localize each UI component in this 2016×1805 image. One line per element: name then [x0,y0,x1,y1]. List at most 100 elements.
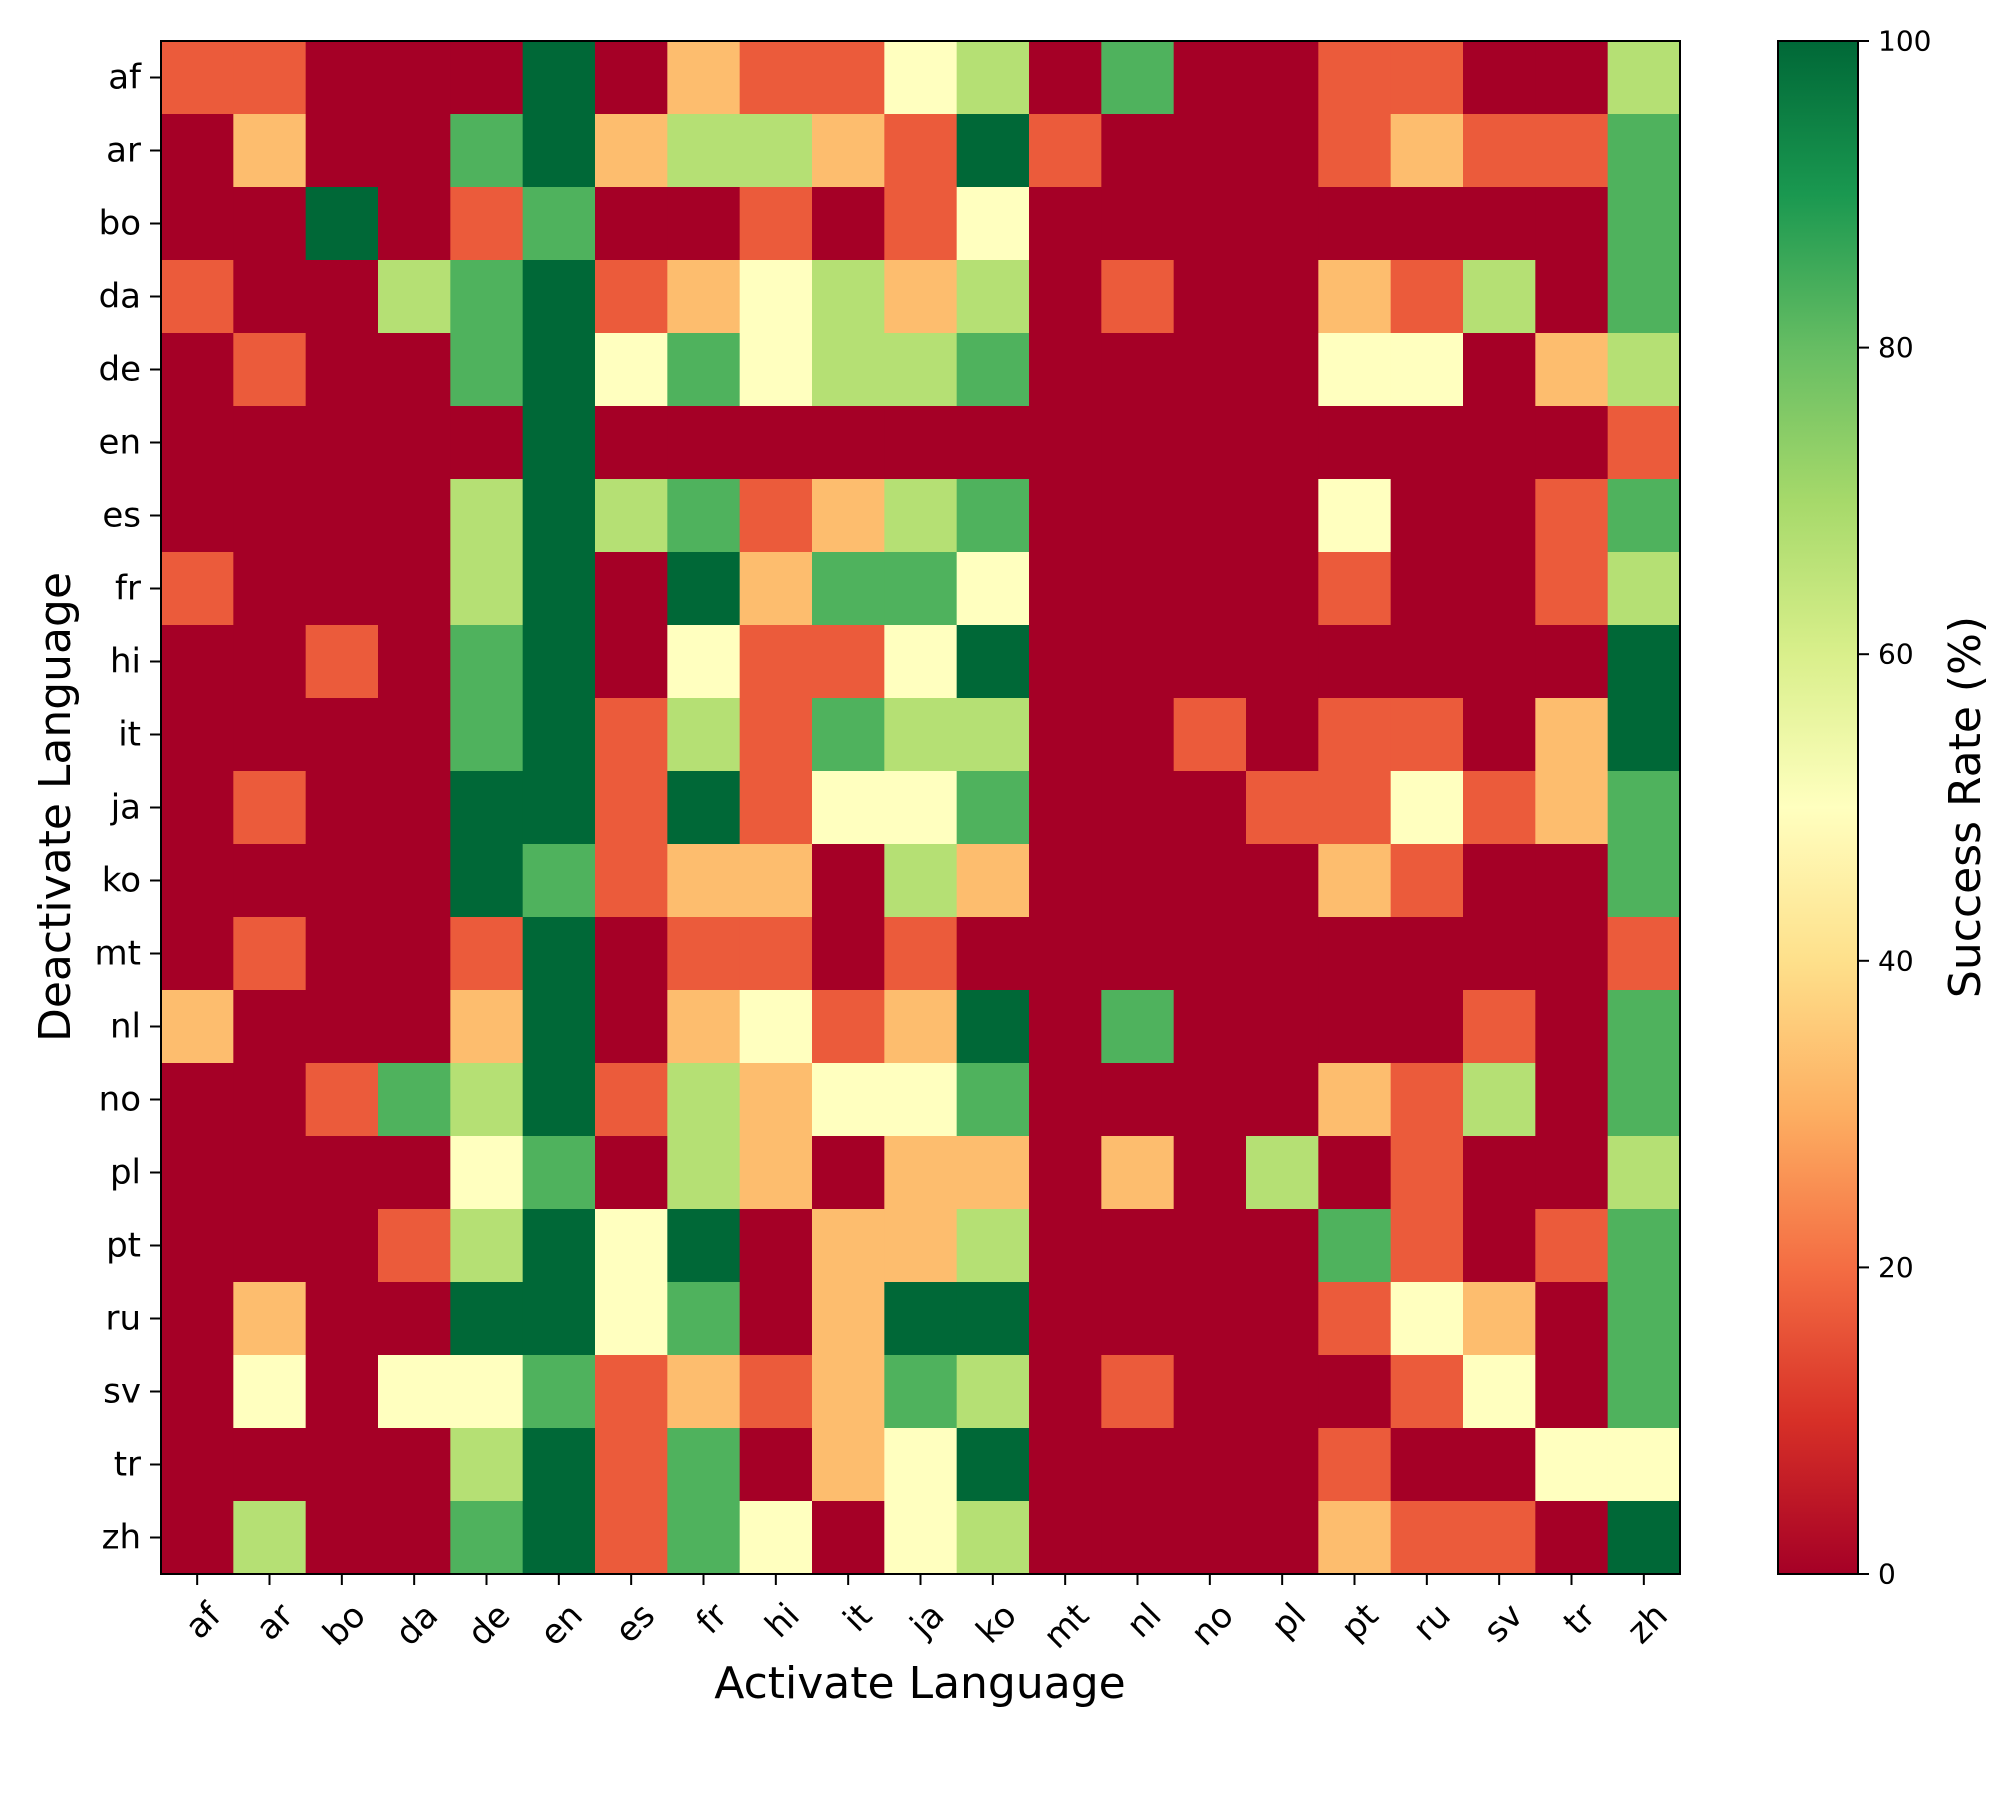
cell-ru-no [1173,1282,1247,1356]
cell-ko-hi [739,844,813,918]
cell-pt-da [378,1209,451,1283]
cell-sv-nl [1101,1355,1175,1429]
cell-pt-it [812,1209,885,1283]
cell-af-es [595,41,668,115]
cell-ru-mt [1029,1282,1102,1356]
cell-en-ar [233,406,307,480]
cell-no-hi [739,1063,813,1137]
cell-bo-nl [1101,187,1175,261]
cell-pl-tr [1535,1136,1609,1210]
cell-af-en [522,41,596,115]
cell-nl-ru [1390,990,1464,1064]
cell-es-ru [1390,479,1464,553]
cell-bo-ja [884,187,958,261]
cell-it-fr [667,698,741,772]
cell-af-sv [1463,41,1536,115]
cell-nl-mt [1029,990,1102,1064]
cell-de-de [450,333,524,407]
cell-ru-de [450,1282,524,1356]
cell-es-es [595,479,668,553]
cell-en-pl [1246,406,1319,480]
cell-hi-es [595,625,668,699]
y-tick-label-ja: ja [110,788,141,828]
cell-ja-zh [1607,771,1681,845]
cell-no-nl [1101,1063,1175,1137]
cell-ja-bo [305,771,379,845]
cell-it-zh [1607,698,1681,772]
cell-en-nl [1101,406,1175,480]
colorbar-tick-label-100: 100 [1878,25,1931,58]
cell-en-es [595,406,668,480]
cell-no-zh [1607,1063,1681,1137]
cell-ja-af [161,771,234,845]
cell-fr-ru [1390,552,1464,626]
cell-ar-hi [739,114,813,188]
cell-zh-ar [233,1501,307,1575]
cell-en-mt [1029,406,1102,480]
cell-tr-tr [1535,1428,1609,1502]
y-tick-label-ko: ko [102,861,141,901]
x-tick-label-sv: sv [1476,1596,1531,1651]
cell-de-bo [305,333,379,407]
cell-bo-sv [1463,187,1536,261]
cell-pt-ar [233,1209,307,1283]
x-tick-label-ar: ar [248,1596,301,1649]
cell-nl-ar [233,990,307,1064]
cell-ar-it [812,114,885,188]
cell-tr-mt [1029,1428,1102,1502]
cell-sv-zh [1607,1355,1681,1429]
cell-ja-pl [1246,771,1319,845]
cell-ar-ja [884,114,958,188]
cell-fr-pl [1246,552,1319,626]
cell-ja-pt [1318,771,1392,845]
cell-ko-ko [956,844,1030,918]
cell-hi-ar [233,625,307,699]
cell-da-zh [1607,260,1681,334]
cell-da-no [1173,260,1247,334]
cell-es-fr [667,479,741,553]
cell-hi-nl [1101,625,1175,699]
cell-es-no [1173,479,1247,553]
cell-mt-ja [884,917,958,991]
cell-nl-no [1173,990,1247,1064]
cell-ja-it [812,771,885,845]
cell-tr-it [812,1428,885,1502]
x-tick-label-zh: zh [1620,1596,1676,1652]
cell-hi-fr [667,625,741,699]
cell-pl-no [1173,1136,1247,1210]
cell-mt-fr [667,917,741,991]
cell-hi-af [161,625,234,699]
cell-zh-de [450,1501,524,1575]
cell-ru-tr [1535,1282,1609,1356]
cell-ja-de [450,771,524,845]
x-axis-ticks: af ar bo da de en es fr hi it ja ko mt nl no pl pt ru sv tr… [178,1574,1676,1657]
cell-ko-da [378,844,451,918]
cell-es-ja [884,479,958,553]
cell-da-it [812,260,885,334]
cell-da-mt [1029,260,1102,334]
cell-it-tr [1535,698,1609,772]
cell-pt-en [522,1209,596,1283]
cell-de-zh [1607,333,1681,407]
cell-pl-nl [1101,1136,1175,1210]
cell-mt-bo [305,917,379,991]
cell-zh-ko [956,1501,1030,1575]
cell-ko-zh [1607,844,1681,918]
cell-da-ko [956,260,1030,334]
cell-en-ja [884,406,958,480]
cell-af-hi [739,41,813,115]
cell-tr-ko [956,1428,1030,1502]
cell-hi-no [1173,625,1247,699]
cell-no-pl [1246,1063,1319,1137]
cell-ru-pt [1318,1282,1392,1356]
cell-ko-ru [1390,844,1464,918]
cell-zh-af [161,1501,234,1575]
cell-en-zh [1607,406,1681,480]
cell-es-af [161,479,234,553]
y-tick-label-zh: zh [102,1518,141,1558]
cell-af-nl [1101,41,1175,115]
cell-tr-sv [1463,1428,1536,1502]
cell-sv-it [812,1355,885,1429]
cell-af-ja [884,41,958,115]
cell-ko-bo [305,844,379,918]
